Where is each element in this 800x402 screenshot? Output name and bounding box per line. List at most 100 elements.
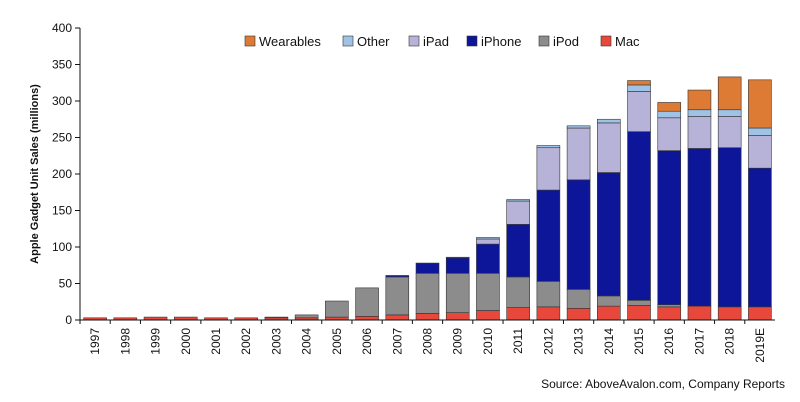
x-tick-label: 2003 [269,328,283,355]
x-tick-label: 2007 [390,328,404,355]
legend-item-ipad: iPad [408,34,449,49]
legend-label: iPhone [481,34,521,49]
bar-segment-mac-2015 [627,305,651,321]
x-tick-label: 2000 [179,328,193,355]
x-tick-label: 2015 [632,328,646,355]
bar-segment-iphone-2016 [657,150,682,305]
legend-label: Other [357,34,390,49]
legend-item-iphone: iPhone [466,34,521,49]
bar-segment-other-2015 [627,84,651,92]
bar-segment-mac-2008 [415,313,440,321]
bar-segment-mac-2009 [445,312,470,321]
bar-segment-other-2014 [597,118,621,124]
x-tick-label: 2013 [572,328,586,355]
x-tick-label: 2009 [451,328,465,355]
legend-label: Mac [615,34,640,49]
x-tick-label: 2012 [541,328,555,355]
legend-label: iPad [423,34,449,49]
bar-segment-ipad-2017 [687,116,712,149]
y-tick-label: 350 [52,58,72,72]
bar-segment-iphone-2019e [748,167,772,308]
bar-segment-wearables-2015 [627,80,651,86]
x-tick-label: 2017 [692,328,706,355]
y-tick-label: 150 [52,204,72,218]
bar-segment-iphone-2007 [385,275,410,278]
x-tick-label: 2011 [511,328,525,354]
bar-segment-ipod-2006 [355,287,379,317]
bar-segment-ipod-2015 [627,299,651,306]
x-tick-label: 1999 [149,328,163,355]
legend-swatch [466,35,478,47]
legend-swatch [408,35,420,47]
x-tick-label: 2010 [481,328,495,355]
x-tick-label: 2019E [753,328,767,363]
bar-segment-mac-2012 [536,306,561,321]
bar-segment-iphone-2018 [717,147,742,308]
legend-swatch [244,35,256,47]
bar-segment-other-2009 [445,256,470,259]
y-tick-label: 100 [52,240,72,254]
y-tick-label: 300 [52,94,72,108]
bar-segment-ipod-2003 [264,316,289,319]
bar-segment-ipod-2012 [536,281,561,308]
bar-segment-wearables-2016 [657,102,682,112]
bar-segment-other-2019e [748,127,772,136]
bar-segment-mac-2006 [355,316,379,321]
bar-segment-iphone-2015 [627,131,651,301]
bar-segment-wearables-2019e [748,79,772,129]
bar-segment-ipad-2018 [717,116,742,149]
bar-segment-iphone-2013 [566,179,591,290]
x-tick-label: 2001 [209,328,223,355]
bar-segment-ipad-2013 [566,127,591,181]
bar-segment-mac-2019e [748,306,772,321]
legend-label: Wearables [259,34,321,49]
x-tick-label: 2006 [360,328,374,355]
bar-segment-ipad-2010 [476,238,500,245]
bar-segment-iphone-2012 [536,189,561,282]
legend-swatch [342,35,354,47]
bar-segment-iphone-2017 [687,148,712,307]
y-tick-label: 400 [52,21,72,35]
bar-segment-ipod-2004 [294,314,319,319]
x-axis-ticks: 1997 1998 1999 2000 2001 2002 2003 2004 2005 2006… [79,320,767,363]
source-note: Source: AboveAvalon.com, Company Reports [541,377,785,391]
bar-segment-iphone-2010 [476,243,500,274]
legend-swatch [538,35,550,47]
y-tick-label: 50 [59,277,73,291]
bar-segment-iphone-2008 [415,262,440,274]
y-tick-label: 200 [52,167,72,181]
bar-segment-mac-2007 [385,314,410,321]
bars [83,76,772,321]
bar-segment-mac-2014 [597,305,621,321]
bar-segment-ipad-2011 [506,200,530,225]
bar-segment-wearables-2017 [687,89,712,111]
axes [79,28,775,321]
bar-segment-other-2016 [657,110,682,119]
bar-segment-ipod-2009 [445,272,470,313]
bar-segment-other-2013 [566,125,591,129]
legend: Wearables Other iPad iPhone iPod Mac [244,34,640,49]
x-tick-label: 2018 [723,328,737,355]
x-tick-label: 2004 [300,328,314,355]
bar-segment-mac-2013 [566,308,591,321]
bar-segment-ipad-2019e [748,135,772,169]
bar-segment-other-2018 [717,109,742,117]
x-tick-label: 2014 [602,328,616,355]
bar-segment-mac-2017 [687,305,712,321]
legend-item-ipod: iPod [538,34,579,49]
bar-segment-ipod-2011 [506,276,530,308]
x-tick-label: 2008 [421,328,435,355]
bar-segment-mac-2010 [476,310,500,321]
bar-segment-mac-2011 [506,307,530,321]
bar-segment-ipod-2013 [566,289,591,309]
legend-swatch [600,35,612,47]
bar-segment-ipod-2016 [657,304,682,308]
bar-segment-ipad-2016 [657,117,682,151]
x-tick-label: 1998 [118,328,132,355]
bar-segment-ipad-2012 [536,147,561,191]
bar-segment-other-2017 [687,109,712,117]
bar-segment-other-2011 [506,199,530,202]
y-tick-label: 0 [65,313,72,327]
